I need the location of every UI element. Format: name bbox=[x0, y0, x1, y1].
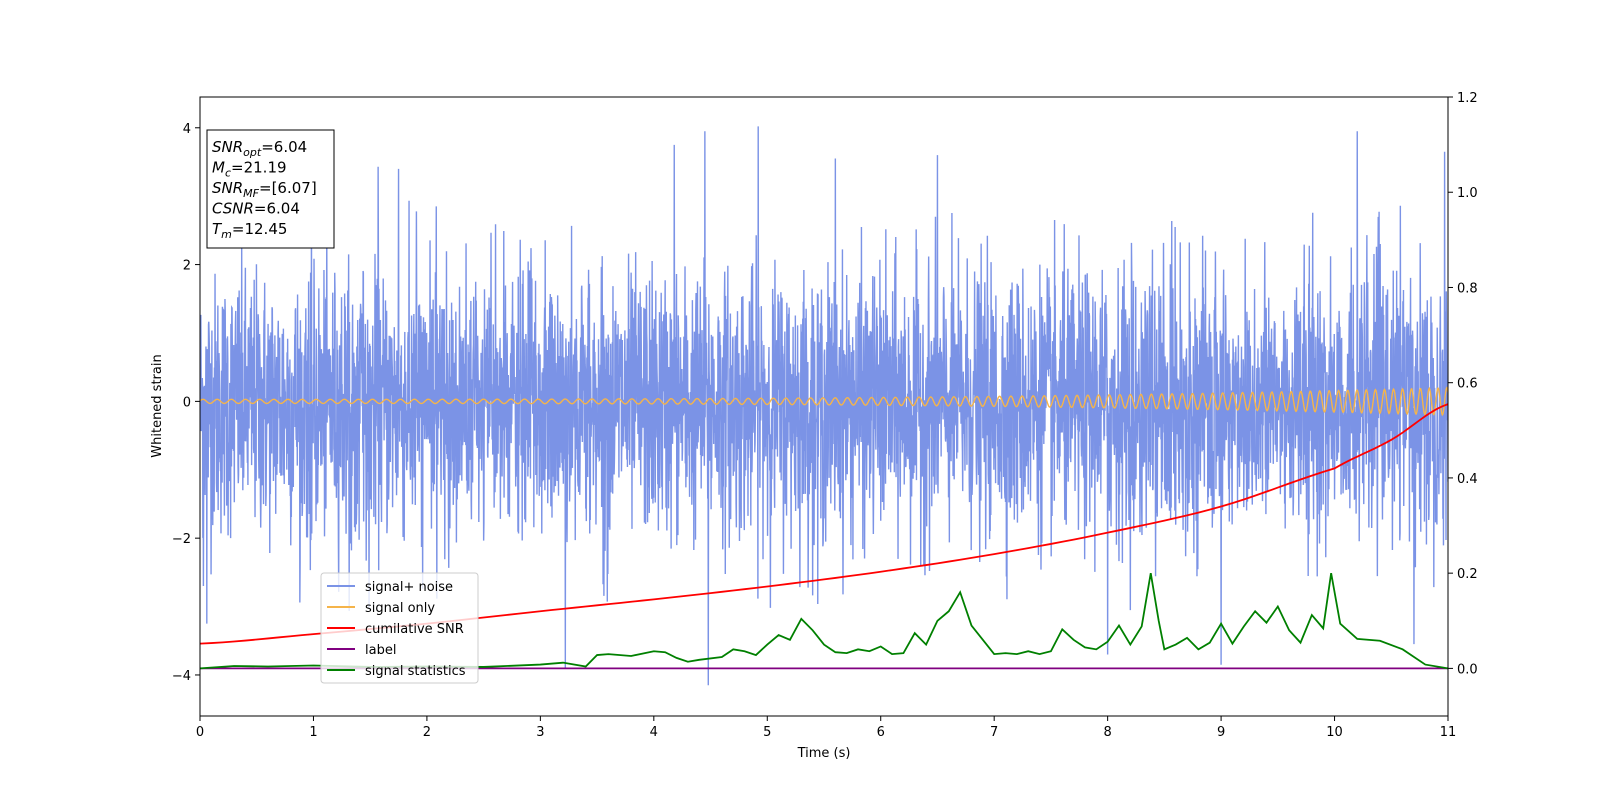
info-line-symbol: SNR bbox=[212, 179, 243, 197]
x-tick-label: 5 bbox=[763, 725, 771, 740]
info-line-subscript: c bbox=[225, 167, 231, 180]
legend: signal+ noise signal only cumilative SNR la… bbox=[320, 572, 479, 684]
x-axis-label: Time (s) bbox=[797, 746, 851, 761]
y-tick-label-right: 0.6 bbox=[1457, 377, 1478, 392]
x-tick-label: 4 bbox=[650, 725, 658, 740]
info-line-subscript: MF bbox=[243, 187, 259, 200]
y-tick-label-left: −2 bbox=[172, 532, 191, 547]
x-tick-label: 6 bbox=[877, 725, 885, 740]
y-tick-label-right: 1.2 bbox=[1457, 91, 1478, 106]
legend-frame bbox=[320, 572, 479, 684]
info-line-value: =12.45 bbox=[232, 220, 288, 238]
y-axis-label: Whitened strain bbox=[150, 354, 165, 457]
legend-entry: signal+ noise bbox=[365, 580, 453, 595]
y-tick-label-right: 0.8 bbox=[1457, 281, 1478, 296]
info-box-frame bbox=[206, 129, 335, 249]
legend-entry: label bbox=[365, 643, 396, 658]
legend-entry: signal statistics bbox=[365, 664, 466, 679]
y-tick-label-right: 0.0 bbox=[1457, 662, 1478, 677]
info-box: SNRopt=6.04Mc=21.19SNRMF=[6.07]CSNR=6.04… bbox=[206, 129, 335, 249]
info-line-symbol: M bbox=[212, 159, 225, 177]
info-line-value: =[6.07] bbox=[259, 179, 317, 197]
x-tick-label: 0 bbox=[196, 725, 204, 740]
info-line: CSNR=6.04 bbox=[212, 200, 300, 218]
series-line-signal-noise bbox=[200, 126, 1448, 686]
x-axis: 0 1 2 3 4 5 6 7 8 9 10 11 bbox=[196, 716, 1456, 740]
plot-frame bbox=[199, 96, 1449, 717]
info-line-subscript: opt bbox=[243, 146, 262, 159]
x-tick-label: 11 bbox=[1440, 725, 1457, 740]
x-tick-label: 10 bbox=[1326, 725, 1343, 740]
info-line-value: =21.19 bbox=[231, 159, 287, 177]
x-tick-label: 7 bbox=[990, 725, 998, 740]
x-tick-label: 9 bbox=[1217, 725, 1225, 740]
info-line: Mc=21.19 bbox=[212, 159, 287, 180]
y-tick-label-left: −4 bbox=[172, 669, 191, 684]
x-tick-label: 2 bbox=[423, 725, 431, 740]
x-tick-label: 8 bbox=[1103, 725, 1111, 740]
info-line-value: =6.04 bbox=[261, 138, 307, 156]
x-tick-label: 3 bbox=[536, 725, 544, 740]
series-line-signal-statistics bbox=[200, 572, 1448, 670]
info-line-subscript: m bbox=[221, 228, 232, 241]
x-tick-label: 1 bbox=[309, 725, 317, 740]
info-line-symbol: SNR bbox=[212, 138, 243, 156]
y-tick-label-left: 0 bbox=[183, 395, 191, 410]
info-line-value: =6.04 bbox=[254, 200, 300, 218]
legend-entry: signal only bbox=[365, 601, 435, 616]
y-tick-label-right: 0.2 bbox=[1457, 567, 1478, 582]
info-line-symbol: CSNR bbox=[212, 200, 254, 218]
info-line: Tm=12.45 bbox=[212, 220, 287, 241]
y-tick-label-right: 1.0 bbox=[1457, 186, 1478, 201]
y-axis-left: −4 −2 0 2 4 bbox=[172, 122, 200, 684]
y-tick-label-left: 4 bbox=[183, 122, 191, 137]
y-tick-label-left: 2 bbox=[183, 259, 191, 274]
y-tick-label-right: 0.4 bbox=[1457, 472, 1478, 487]
info-line: SNRMF=[6.07] bbox=[212, 179, 317, 200]
y-axis-right: 0.0 0.2 0.4 0.6 0.8 1.0 1.2 bbox=[1448, 91, 1478, 677]
info-line: SNRopt=6.04 bbox=[212, 138, 307, 159]
info-line-symbol: T bbox=[212, 220, 223, 238]
legend-entry: cumilative SNR bbox=[365, 622, 464, 637]
series-line-signal-only bbox=[200, 386, 1448, 417]
